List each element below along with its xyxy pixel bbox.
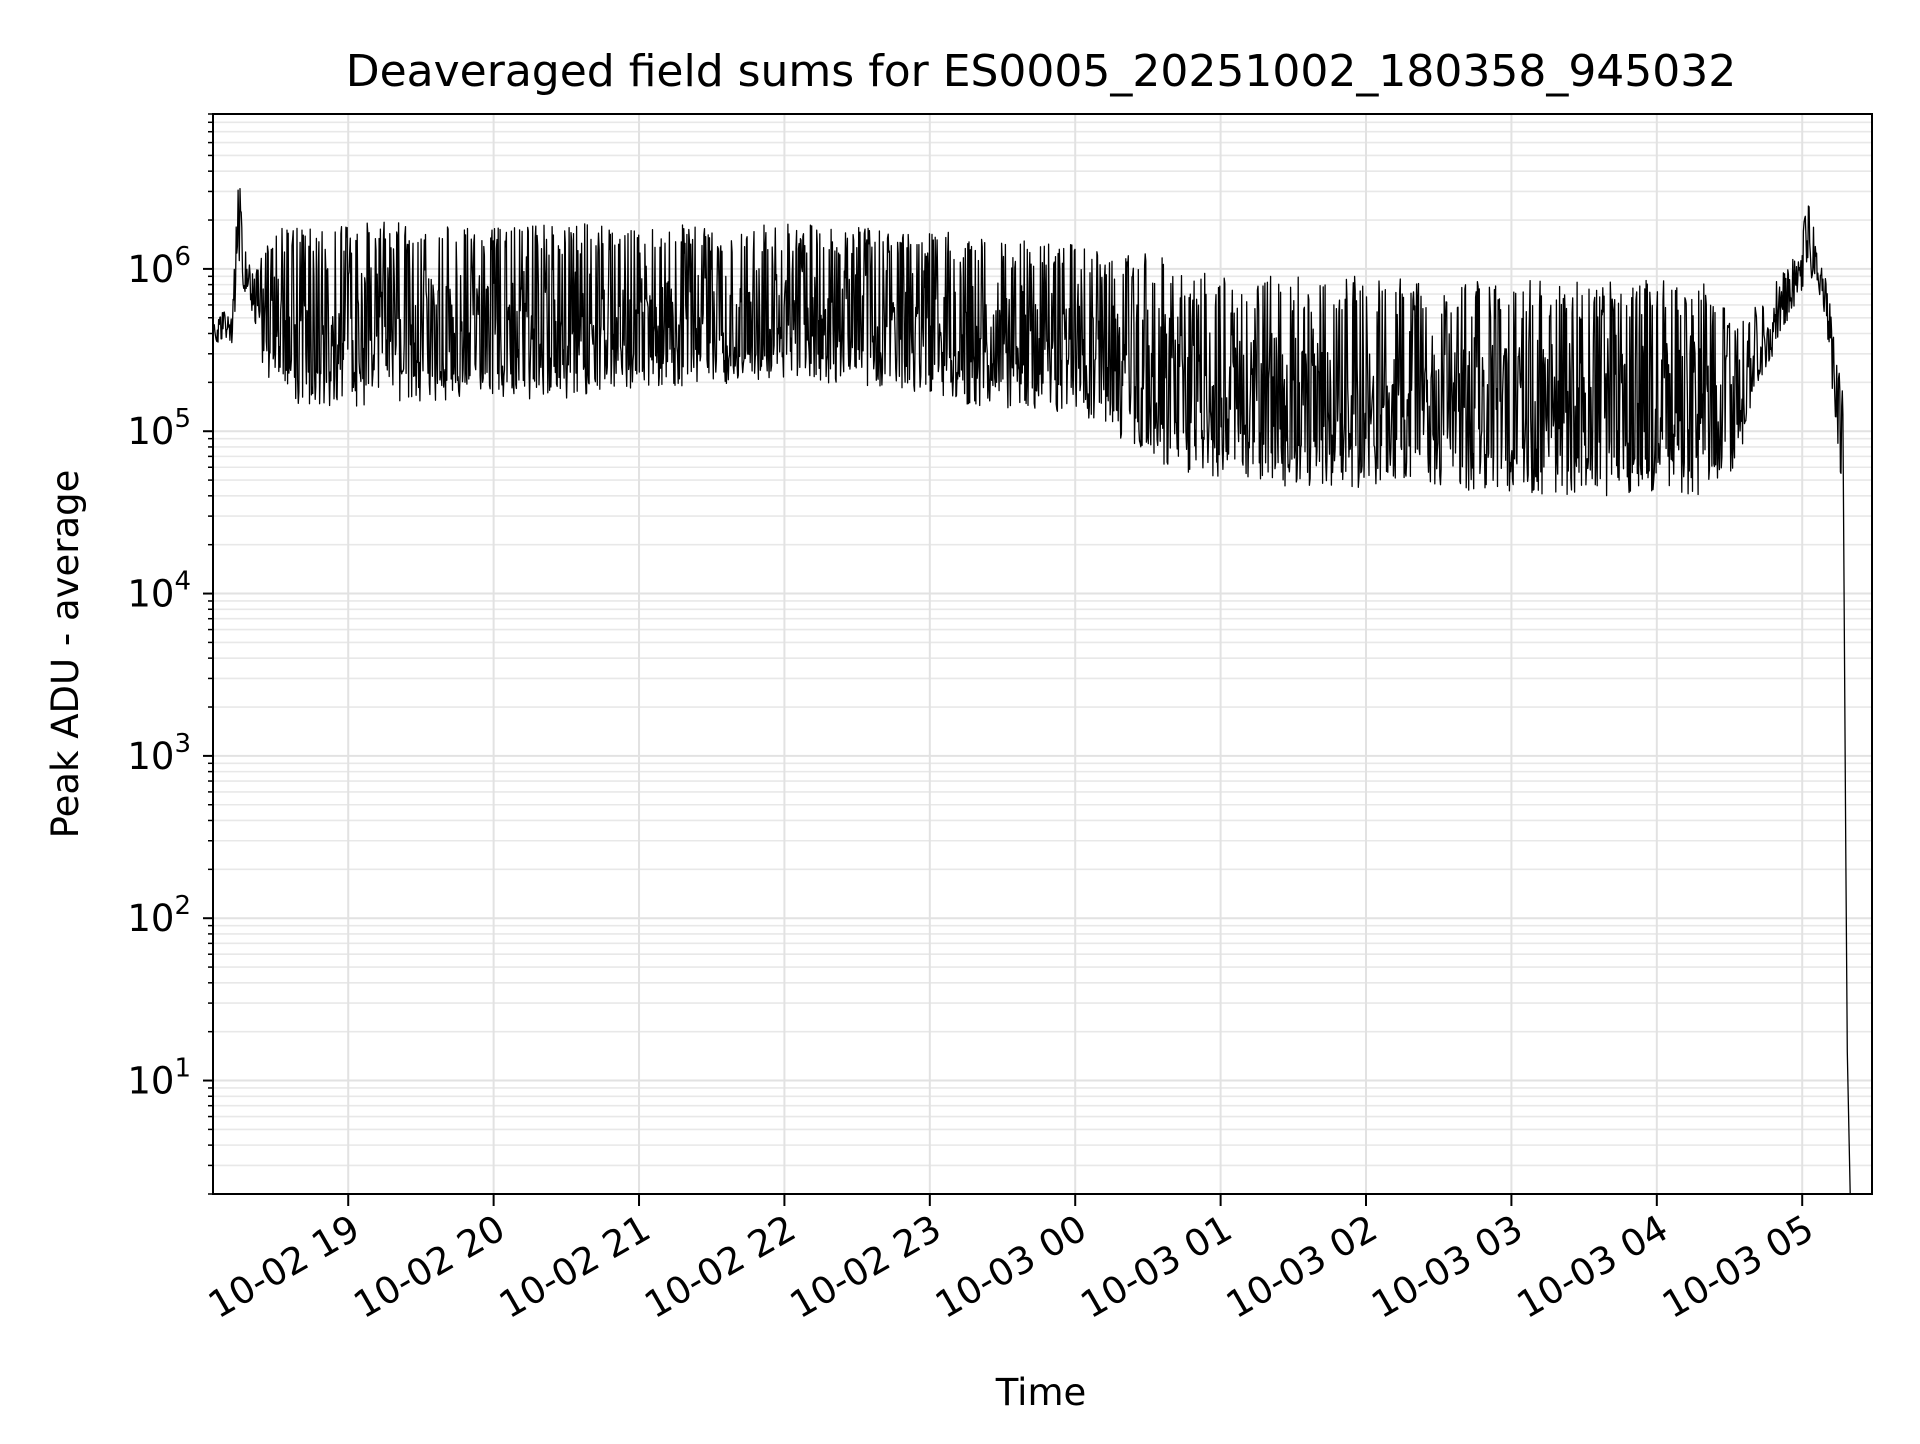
x-axis-label: Time [995,1371,1087,1414]
y-tick-label: 101 [127,1054,191,1103]
y-axis-label: Peak ADU - average [44,470,87,839]
y-tick-label: 105 [127,404,191,453]
y-tick-label: 102 [127,891,191,940]
y-axis-ticks: 101 102 103 104 105 106 [127,113,213,1195]
chart-title: Deaveraged field sums for ES0005_2025100… [346,46,1737,97]
y-tick-label: 106 [127,242,191,291]
plot-content [212,187,1851,1195]
series-line [212,187,1851,1195]
y-tick-label: 104 [127,567,191,616]
plot-frame [212,113,1873,1195]
y-tick-label: 103 [127,729,191,778]
